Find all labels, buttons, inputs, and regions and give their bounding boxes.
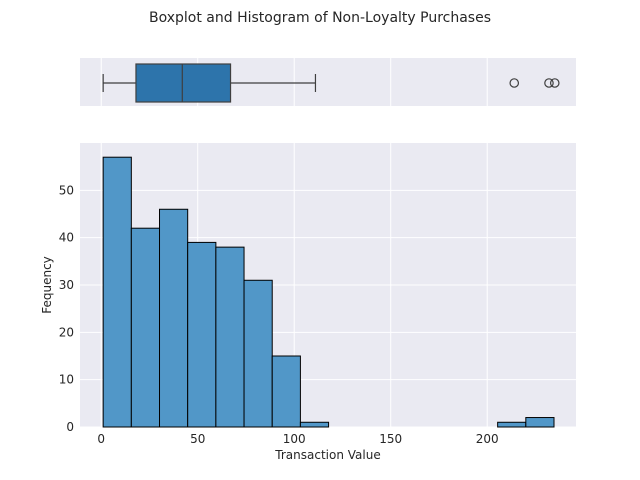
x-tick-label: 150	[379, 432, 402, 446]
y-tick-label: 30	[59, 278, 74, 292]
y-tick-label: 20	[59, 325, 74, 339]
outlier-point	[544, 78, 554, 88]
histogram-bar	[299, 421, 330, 428]
histogram-bars	[102, 156, 555, 428]
interquartile-box	[135, 63, 232, 103]
histogram-bar	[525, 417, 555, 428]
y-axis-label: Fequency	[40, 256, 54, 314]
histogram-bar	[159, 208, 189, 428]
outlier-point	[549, 78, 560, 88]
x-tick-label: 200	[476, 432, 499, 446]
outlier-point	[509, 78, 520, 88]
x-tick-label: 100	[283, 432, 306, 446]
histogram-bar	[215, 246, 245, 428]
chart-title: Boxplot and Histogram of Non-Loyalty Pur…	[149, 10, 491, 26]
y-tick-label: 10	[59, 373, 74, 387]
x-tick-labels: 0 50 100 150 200	[97, 432, 498, 446]
histogram-bar	[497, 421, 527, 428]
histogram-bar	[102, 156, 132, 428]
histogram-bar	[271, 355, 301, 428]
y-tick-labels: 0 10 20 30 40 50	[59, 183, 74, 434]
y-tick-label: 0	[66, 420, 74, 434]
y-tick-label: 50	[59, 183, 74, 197]
histogram-bar	[187, 241, 217, 428]
x-axis-label: Transaction Value	[274, 448, 380, 462]
y-tick-label: 40	[59, 231, 74, 245]
x-tick-label: 50	[190, 432, 205, 446]
x-tick-label: 0	[97, 432, 105, 446]
histogram-bar	[243, 279, 273, 428]
boxplot	[102, 63, 560, 103]
histogram-bar	[130, 227, 161, 428]
